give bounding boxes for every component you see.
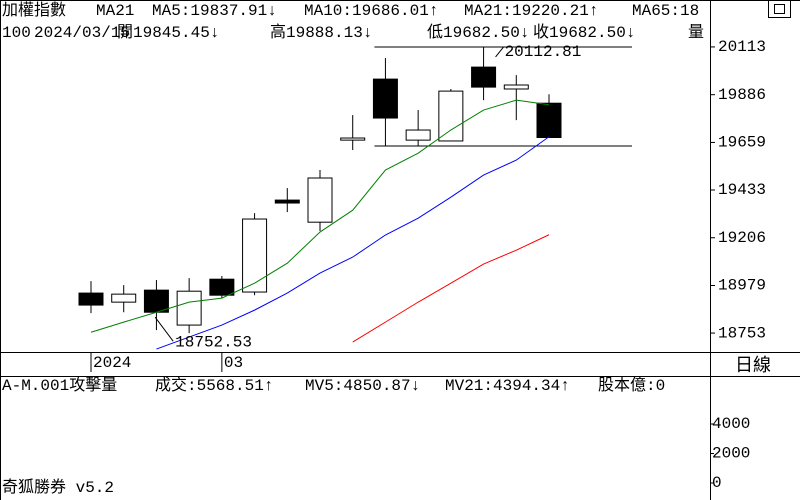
window-icon — [774, 4, 785, 14]
y-tick-label: 2000 — [712, 445, 750, 463]
legend-entry: MA10:19686.01↑ — [304, 2, 438, 20]
candle-body — [438, 90, 464, 142]
ma-line — [156, 136, 550, 350]
candle-body — [274, 199, 300, 204]
legend-entry: MA65:18 — [632, 2, 699, 20]
legend-entry: 成交:5568.51↑ — [155, 376, 273, 395]
window-button[interactable] — [768, 0, 791, 18]
y-tick-label: 19659 — [718, 134, 766, 152]
info-text: 高19888.13↓ — [270, 23, 372, 42]
info-text: 100 — [2, 24, 31, 42]
candle-body — [242, 218, 268, 293]
info-text: 收19682.50↓ — [533, 23, 635, 42]
info-text: 量 — [688, 24, 704, 42]
y-tick-label: 19886 — [718, 86, 766, 104]
info-text: 低19682.50↓ — [427, 23, 529, 42]
indicator: MA21 — [96, 2, 134, 20]
info-text: 開19845.45↓ — [117, 24, 219, 42]
candle-body — [307, 177, 333, 223]
candle-body — [372, 78, 398, 119]
candle-body — [176, 290, 202, 326]
ma-line — [90, 99, 550, 333]
legend-entry: 股本億:0 — [598, 376, 665, 395]
ma-line — [352, 234, 550, 343]
footer: 奇狐勝券 v5.2 — [2, 478, 114, 497]
candle-body — [143, 289, 169, 313]
candle-body — [536, 102, 562, 138]
axes: 18753 18979 19206 19433 19659 19886 20113 2024 0… — [90, 38, 766, 492]
y-tick-label: 19206 — [718, 229, 766, 247]
y-tick-label: 18979 — [718, 277, 766, 295]
annotation-leader — [495, 46, 504, 58]
candle-body — [111, 293, 137, 303]
y-tick-label: 4000 — [712, 415, 750, 433]
candle-body — [503, 84, 529, 90]
annotation: 20112.81 — [505, 43, 582, 61]
y-tick-label: 0 — [712, 474, 722, 492]
x-tick-label: 2024 — [93, 354, 131, 372]
legend-entry: MA5:19837.91↓ — [152, 2, 277, 20]
candle-body — [340, 137, 366, 141]
annotation: 18752.53 — [175, 333, 252, 351]
info-text: 2024/03/15 — [34, 24, 130, 42]
candle-body — [209, 278, 235, 296]
y-tick-label: 18753 — [718, 324, 766, 342]
legend-entry: MV21:4394.34↑ — [445, 377, 570, 395]
volume-title: A-M.001攻擊量 — [2, 376, 117, 395]
legend-entry: MA21:19220.21↑ — [464, 2, 598, 20]
candle-body — [471, 66, 497, 88]
x-tick-label: 03 — [224, 354, 243, 372]
candle-body — [405, 129, 431, 141]
legend-entry: MV5:4850.87↓ — [305, 377, 420, 395]
annotation-leader — [154, 316, 174, 342]
volume-panel: A-M.001攻擊量 成交:5568.51↑ MV5:4850.87↓ MV21:4… — [2, 376, 665, 395]
y-tick-label: 20113 — [718, 38, 766, 56]
candle-body — [78, 292, 104, 306]
y-tick-label: 19433 — [718, 181, 766, 199]
chart-title: 加權指數 — [2, 1, 66, 20]
period-label: 日線 — [735, 355, 771, 377]
